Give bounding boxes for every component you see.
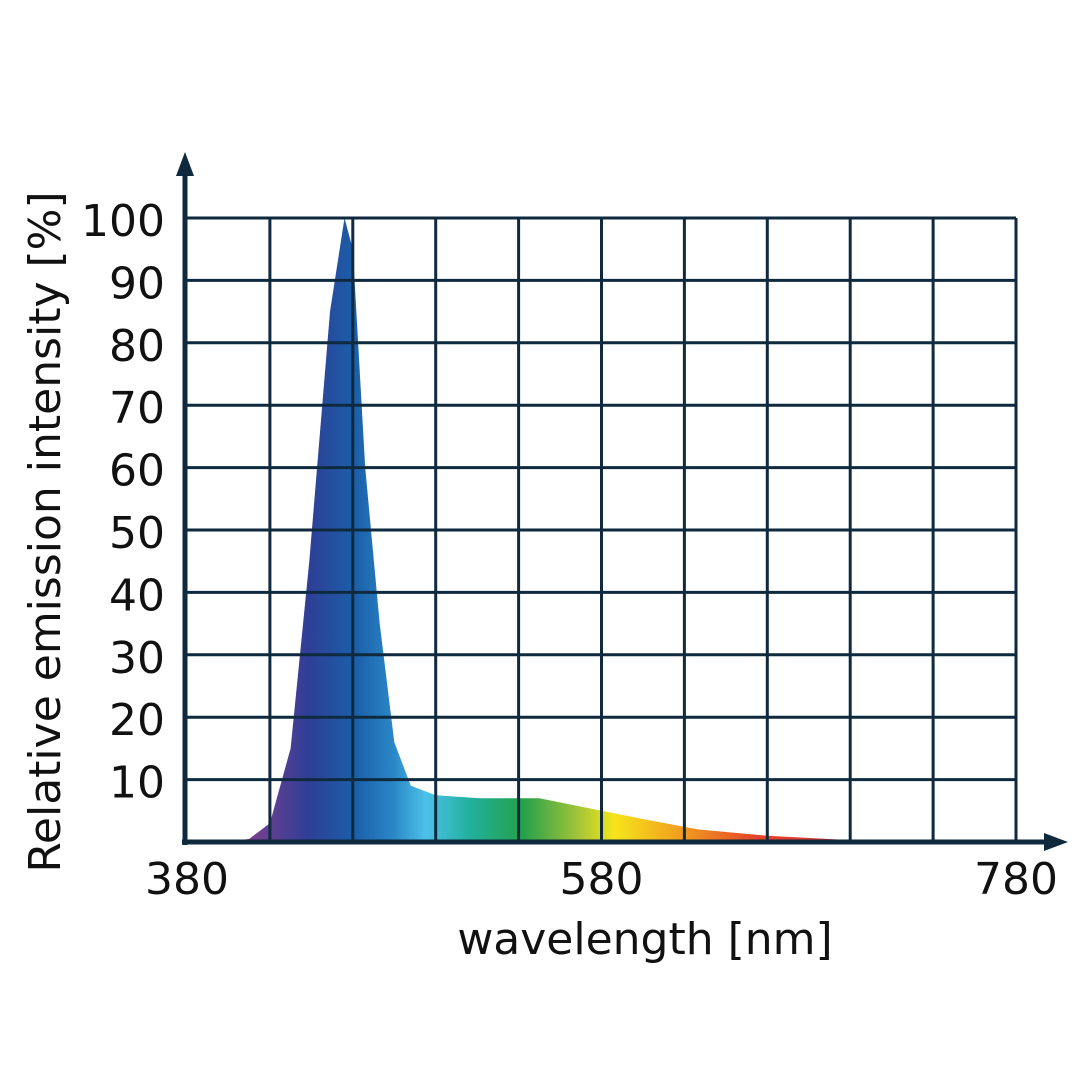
y-axis-arrow xyxy=(176,152,194,176)
y-tick-label: 70 xyxy=(109,383,165,434)
grid-layer xyxy=(187,216,1018,842)
y-tick-label: 90 xyxy=(109,258,165,309)
y-tick-label: 10 xyxy=(109,758,165,809)
y-tick-label: 50 xyxy=(109,508,165,559)
y-tick-label: 20 xyxy=(109,695,165,746)
y-tick-label: 60 xyxy=(109,446,165,497)
x-tick-label: 580 xyxy=(560,854,644,905)
x-axis-arrow xyxy=(1044,833,1068,851)
y-tick-label: 30 xyxy=(109,633,165,684)
y-tick-label: 40 xyxy=(109,570,165,621)
y-tick-label: 100 xyxy=(81,196,165,247)
y-tick-label: 80 xyxy=(109,321,165,372)
x-tick-label: 380 xyxy=(145,854,229,905)
x-tick-label: 780 xyxy=(974,854,1058,905)
y-axis-title: Relative emission intensity [%] xyxy=(20,191,71,872)
x-axis-title: wavelength [nm] xyxy=(457,914,832,965)
